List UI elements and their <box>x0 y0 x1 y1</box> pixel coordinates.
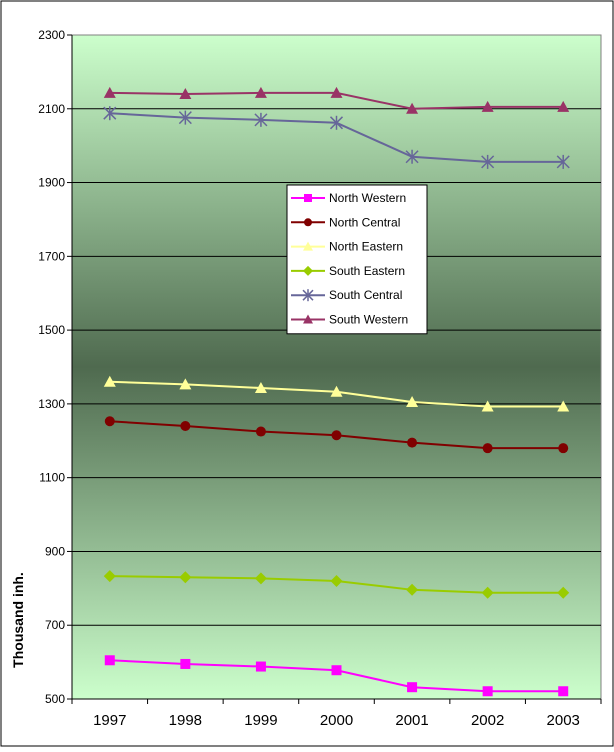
data-point <box>331 430 342 441</box>
x-tick-label: 2003 <box>547 712 580 729</box>
data-point <box>481 586 494 599</box>
legend-label: South Western <box>329 313 408 327</box>
y-axis-title: Thousand inh. <box>10 572 26 668</box>
data-point <box>104 655 115 666</box>
y-tick-label: 2300 <box>38 28 65 42</box>
legend-label: North Eastern <box>329 240 403 254</box>
data-point <box>103 570 116 583</box>
data-point <box>329 115 344 130</box>
series-north-central <box>104 416 569 454</box>
data-point <box>303 314 313 324</box>
data-point <box>482 686 493 697</box>
data-point <box>255 426 266 437</box>
x-axis: 1997 1998 1999 2000 2001 2002 2003 <box>71 698 602 729</box>
x-tick-label: 1998 <box>169 712 202 729</box>
legend-item: North Eastern <box>291 240 403 254</box>
data-point <box>180 658 191 669</box>
data-point <box>481 154 495 169</box>
data-point <box>302 289 314 302</box>
data-point <box>406 396 419 408</box>
series-south-western <box>103 86 570 114</box>
data-point <box>180 421 191 432</box>
legend-label: North Central <box>329 215 400 229</box>
data-point <box>254 572 267 585</box>
x-tick-label: 1997 <box>93 712 126 729</box>
legend-label: South Eastern <box>329 264 405 278</box>
data-point <box>179 571 192 584</box>
data-point <box>406 102 419 114</box>
y-tick-label: 1100 <box>39 471 65 485</box>
data-point <box>482 443 493 454</box>
data-point <box>406 583 419 596</box>
data-point <box>103 106 117 121</box>
data-point <box>254 112 268 127</box>
data-point <box>330 574 343 587</box>
y-tick-label: 500 <box>45 692 65 706</box>
series-south-central <box>103 106 570 169</box>
legend-label: South Central <box>329 288 402 302</box>
legend-item: North Western <box>291 191 406 205</box>
data-point <box>557 400 570 412</box>
data-point <box>303 241 313 251</box>
legend: North Western North Central North Eastern S… <box>286 184 428 335</box>
data-point <box>103 375 116 387</box>
data-point <box>330 385 343 397</box>
legend-item: South Eastern <box>291 264 405 278</box>
data-point <box>481 400 494 412</box>
data-point <box>557 586 570 599</box>
data-point <box>304 218 312 227</box>
series-south-eastern <box>103 570 570 599</box>
y-tick-label: 2100 <box>38 102 65 116</box>
data-point <box>255 661 266 672</box>
legend-label: North Western <box>329 191 406 205</box>
y-tick-label: 1300 <box>38 397 65 411</box>
data-point <box>407 437 418 448</box>
y-tick-label: 700 <box>45 618 65 632</box>
data-point <box>481 100 494 112</box>
data-point <box>558 686 569 697</box>
data-point <box>556 154 570 169</box>
x-tick-label: 1999 <box>244 712 277 729</box>
data-point <box>331 665 342 676</box>
x-tick-label: 2001 <box>395 712 428 729</box>
plot-area <box>71 34 602 700</box>
y-tick-label: 1700 <box>38 249 65 263</box>
series-north-western <box>104 655 569 697</box>
data-point <box>179 378 192 390</box>
data-point <box>330 86 343 98</box>
data-point <box>254 382 267 394</box>
series-layer <box>103 86 570 697</box>
y-tick-label: 1500 <box>38 323 65 337</box>
data-point <box>178 110 192 125</box>
data-point <box>407 682 418 693</box>
data-point <box>558 443 569 454</box>
data-point <box>303 265 313 276</box>
legend-box <box>286 184 428 335</box>
series-north-eastern <box>103 375 570 412</box>
data-point <box>104 416 115 427</box>
data-point <box>179 88 192 100</box>
data-point <box>254 86 267 98</box>
data-point <box>103 86 116 98</box>
y-tick-label: 1900 <box>38 176 65 190</box>
y-axis: 500 700 900 1100 1300 1500 1700 1900 2100 2300 <box>38 28 73 706</box>
data-point <box>405 149 419 164</box>
legend-item: North Central <box>291 215 400 229</box>
x-tick-label: 2002 <box>471 712 504 729</box>
x-tick-label: 2000 <box>320 712 353 729</box>
legend-item: South Western <box>291 313 408 327</box>
y-tick-label: 900 <box>45 544 65 558</box>
legend-item: South Central <box>291 288 402 302</box>
data-point <box>304 194 312 202</box>
data-point <box>557 100 570 112</box>
